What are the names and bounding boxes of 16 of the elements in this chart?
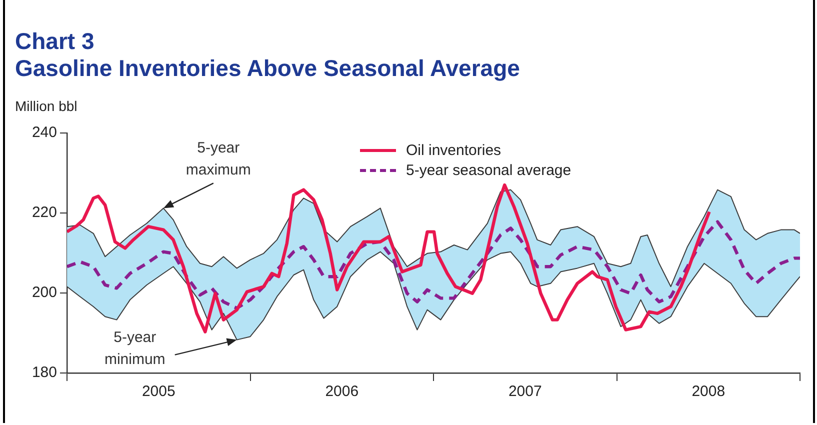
line-series [67, 220, 800, 310]
x-tick-label: 2007 [508, 383, 542, 400]
x-tick-label: 2005 [142, 383, 176, 400]
x-tick-label: 2008 [692, 383, 726, 400]
y-tick-label: 200 [32, 284, 57, 302]
legend-label: Oil inventories [406, 142, 502, 158]
x-tick-label: 2006 [325, 383, 359, 400]
y-tick-label: 220 [32, 204, 57, 222]
y-tick-label: 240 [32, 124, 57, 142]
annotation: 5-year minimum [104, 328, 166, 368]
annotation: 5-year maximum [186, 139, 251, 178]
chart-title: Chart 3 [15, 28, 94, 55]
legend-label: 5-year seasonal average [406, 162, 572, 178]
y-tick-label: 180 [32, 364, 57, 382]
chart-subtitle: Gasoline Inventories Above Seasonal Average [15, 55, 520, 82]
y-axis-title: Million bbl [15, 98, 78, 114]
